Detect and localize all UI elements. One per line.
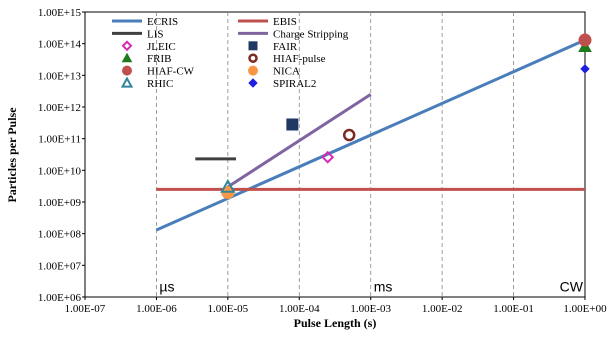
legend: ECRIS EBIS LIS Charge Stripping JLEIC FAIR FRI…	[112, 16, 349, 90]
series-line-charge-stripping	[227, 93, 372, 189]
y-tick-label: 1.00E+12	[38, 102, 81, 114]
annotation-label: ms	[374, 278, 393, 294]
legend-charge-stripping-label: Charge Stripping	[273, 28, 349, 40]
y-tick-label: 1.00E+08	[38, 229, 82, 241]
legend-jleic-swatch	[121, 40, 133, 52]
legend-rhic-label: RHIC	[147, 78, 173, 90]
legend-frib-label: FRIB	[147, 53, 171, 65]
x-tick-label: 1.00E-01	[493, 303, 534, 315]
legend-fair-label: FAIR	[273, 41, 298, 53]
y-tick-label: 1.00E+10	[38, 165, 82, 177]
legend-fair-swatch	[248, 41, 258, 51]
legend-lis-label: LIS	[147, 28, 164, 40]
legend-frib-swatch	[121, 52, 133, 63]
legend-spiral2-label: SPIRAL2	[273, 78, 316, 90]
y-tick-label: 1.00E+09	[38, 197, 82, 209]
legend-nica-swatch	[248, 65, 258, 76]
data-point-hiaf-cw	[578, 33, 592, 47]
data-points	[220, 33, 592, 199]
x-tick-label: 1.00E-06	[136, 303, 177, 315]
y-tick-label: 1.00E+11	[38, 134, 81, 146]
y-tick-label: 1.00E+13	[38, 70, 82, 82]
legend-spiral2-swatch	[248, 78, 258, 88]
x-tick-label: 1.00E+00	[563, 303, 607, 315]
legend-hiaf-pulse-swatch	[248, 53, 258, 63]
data-point-fair	[286, 118, 299, 131]
legend-hiaf-cw-label: HIAF-CW	[147, 66, 195, 78]
x-tick-label: 1.00E-05	[208, 303, 249, 315]
y-tick-label: 1.00E+07	[38, 260, 82, 272]
x-tick-label: 1.00E-02	[422, 303, 463, 315]
plot-frame	[84, 11, 586, 298]
y-tick-label: 1.00E+06	[38, 292, 82, 304]
x-axis-label: Pulse Length (s)	[294, 316, 377, 330]
data-point-rhic	[220, 178, 236, 193]
legend-ebis-label: EBIS	[273, 16, 297, 28]
x-tick-labels: 1.00E-07 1.00E-06 1.00E-05 1.00E-04 1.00E-03…	[65, 297, 607, 315]
data-point-spiral2	[580, 64, 590, 74]
legend-jleic-label: JLEIC	[147, 41, 176, 53]
y-tick-label: 1.00E+15	[38, 7, 82, 19]
y-axis-label: Particles per Pulse	[5, 107, 19, 203]
annotation-label: CW	[560, 278, 584, 294]
grid-lines	[156, 12, 514, 297]
data-point-hiaf-pulse	[342, 128, 356, 142]
legend-nica-label: NICA	[273, 66, 300, 78]
legend-rhic-swatch	[120, 76, 134, 88]
data-point-jleic	[321, 150, 335, 164]
annotation-label: µs	[159, 278, 174, 294]
x-tick-label: 1.00E-04	[279, 303, 320, 315]
legend-ecris-label: ECRIS	[147, 16, 178, 28]
y-tick-labels: 1.00E+06 1.00E+07 1.00E+08 1.00E+09 1.00E+10…	[38, 7, 85, 304]
annotations: µs ms CW	[159, 278, 583, 294]
legend-hiaf-pulse-label: HIAF-pulse	[273, 53, 326, 65]
x-tick-label: 1.00E-03	[350, 303, 391, 315]
legend-hiaf-cw-swatch	[122, 65, 132, 76]
x-tick-label: 1.00E-07	[65, 303, 106, 315]
y-tick-label: 1.00E+14	[38, 39, 82, 51]
